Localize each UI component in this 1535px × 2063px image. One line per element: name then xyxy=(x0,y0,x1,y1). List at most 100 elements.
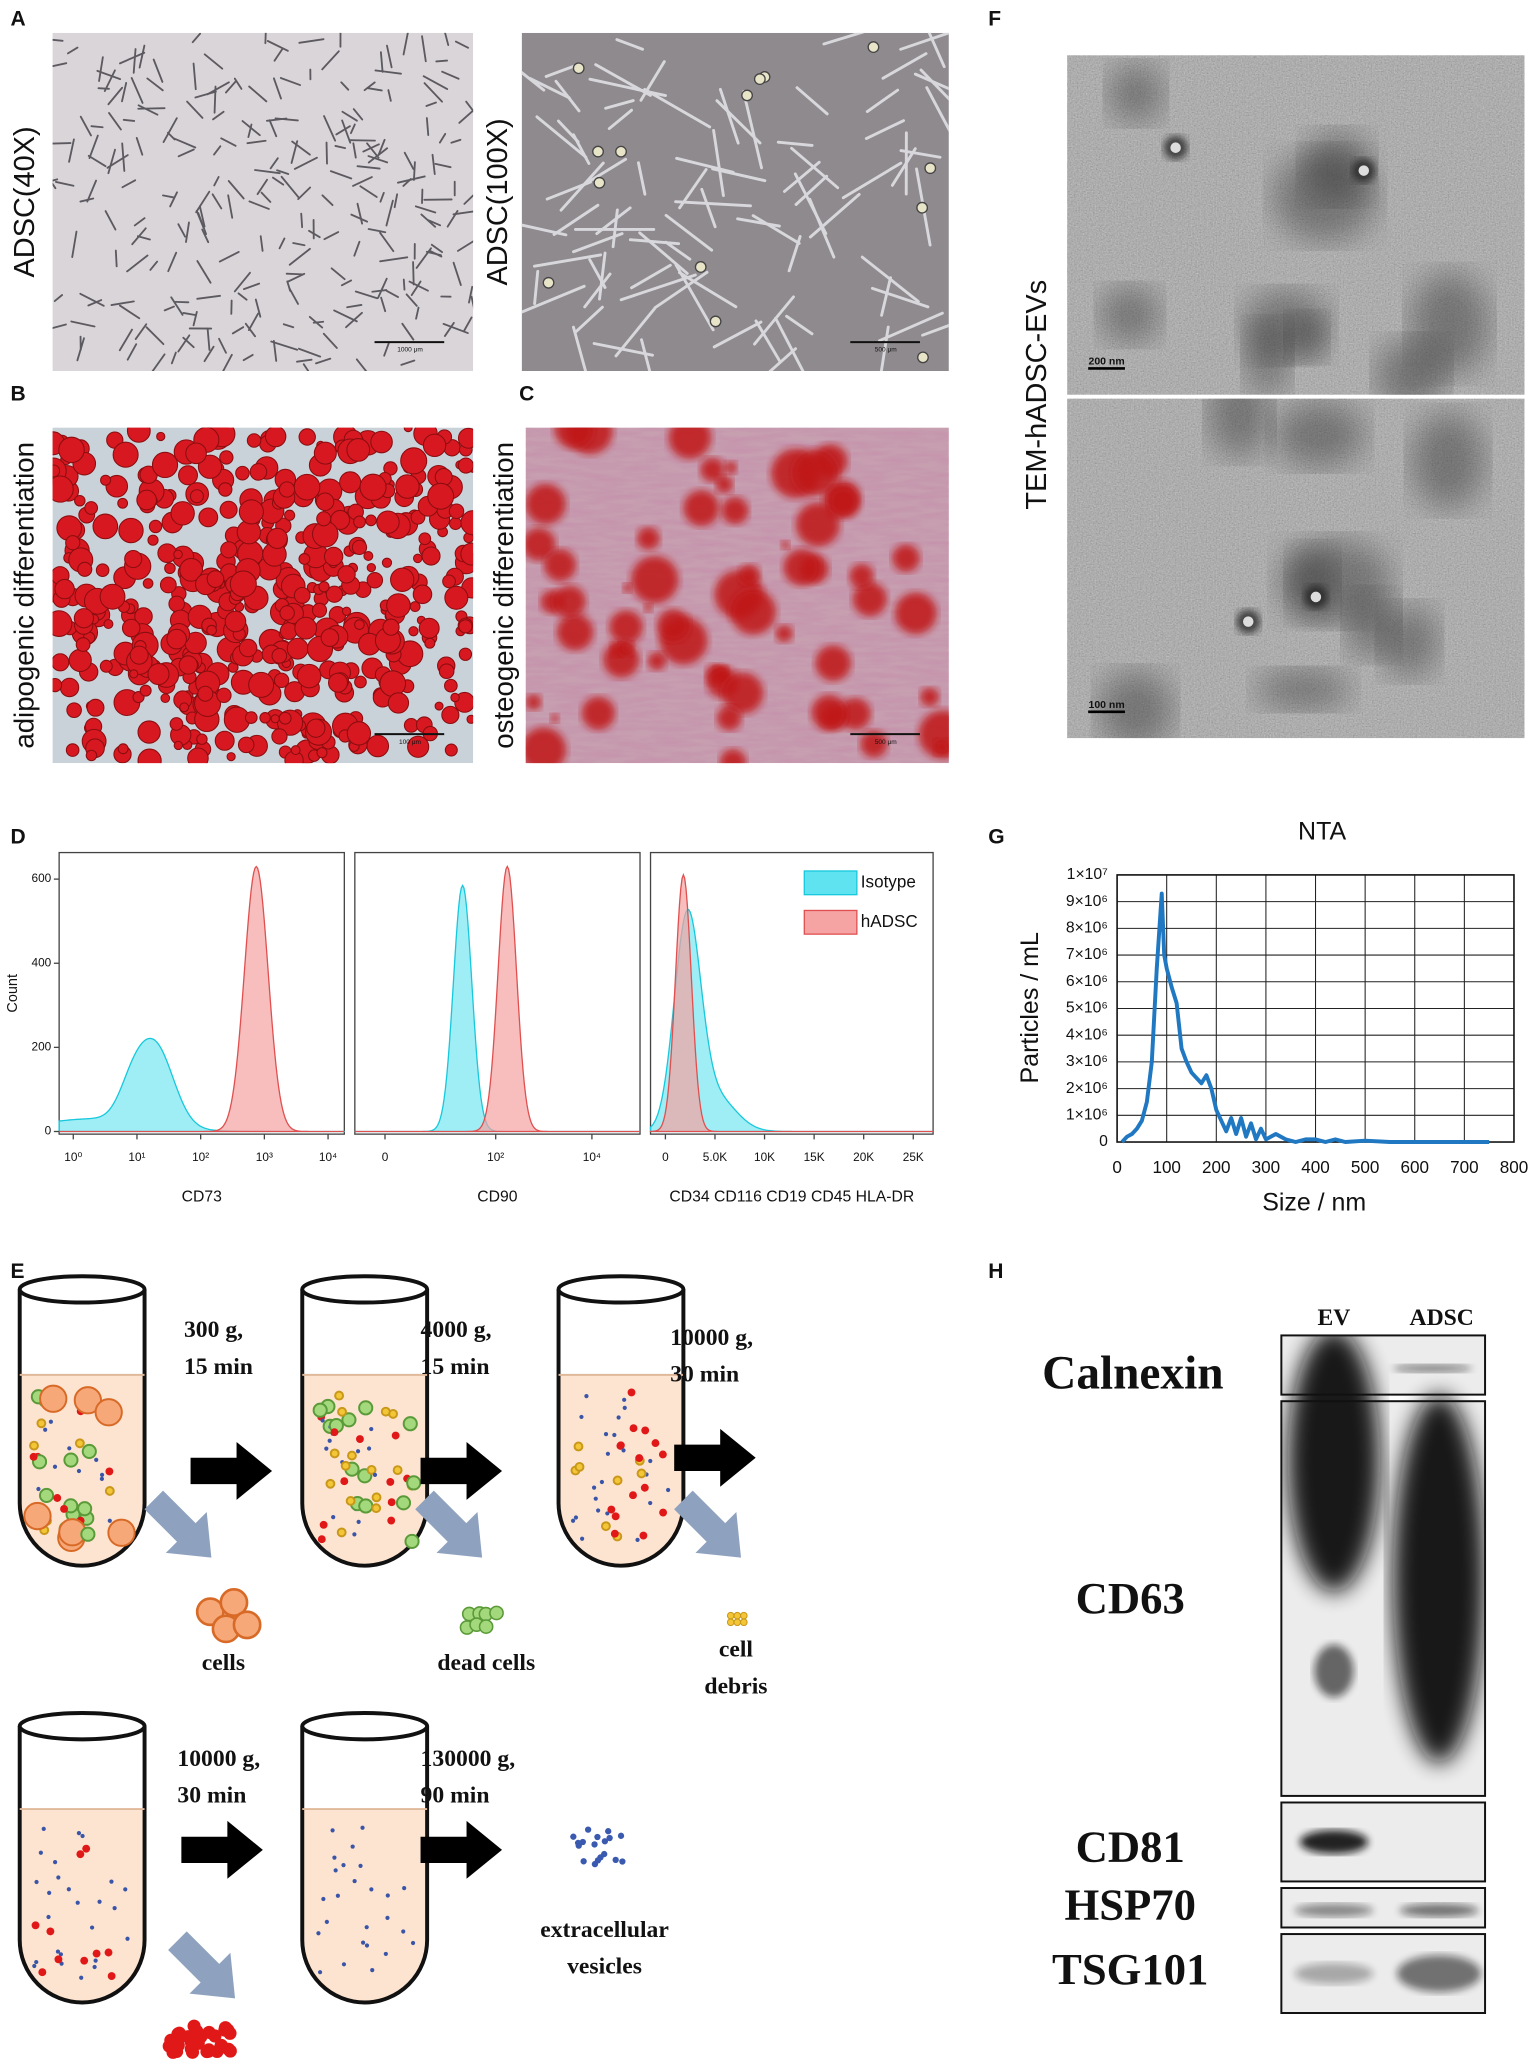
y-tick-label: 0 xyxy=(1099,1133,1108,1150)
cell xyxy=(118,328,133,352)
particle xyxy=(93,1958,98,1963)
cell xyxy=(300,212,304,229)
cell xyxy=(182,312,197,317)
lipid-droplet xyxy=(279,622,298,640)
particle xyxy=(80,1833,85,1839)
lipid-droplet xyxy=(271,647,288,664)
particle xyxy=(360,1825,365,1830)
blot xyxy=(1281,1335,1486,2014)
lipid-droplet xyxy=(219,500,238,519)
lipid-droplet xyxy=(341,606,352,616)
band xyxy=(1287,1335,1380,1592)
particle xyxy=(600,1521,611,1532)
flow-arrow xyxy=(420,1820,503,1879)
particle xyxy=(366,1464,377,1475)
cell xyxy=(248,200,270,210)
cell xyxy=(335,125,351,136)
blot-frame xyxy=(1280,1334,1487,1396)
ev-icon xyxy=(617,1832,625,1839)
lipid-droplet xyxy=(271,728,288,745)
cell xyxy=(350,123,356,135)
cell xyxy=(218,337,227,354)
calcium-nodule xyxy=(920,687,940,707)
cell xyxy=(438,132,447,144)
particle xyxy=(622,1405,627,1410)
cell xyxy=(334,145,347,150)
particle xyxy=(345,1496,356,1506)
particle xyxy=(29,1440,39,1451)
cell xyxy=(292,242,306,247)
cell xyxy=(197,212,207,236)
lipid-droplet xyxy=(238,638,258,658)
lipid-droplet xyxy=(226,752,236,762)
cell xyxy=(385,289,399,298)
lipid-droplet xyxy=(366,562,376,573)
cell xyxy=(468,285,474,304)
lipid-droplet xyxy=(54,578,75,600)
cell xyxy=(248,85,268,103)
x-tick-label: 10² xyxy=(487,1150,504,1164)
cell xyxy=(266,40,289,52)
cell xyxy=(367,155,389,164)
lipid-droplet xyxy=(418,617,440,639)
cell xyxy=(822,32,866,46)
lipid-droplet xyxy=(126,427,151,443)
cell xyxy=(213,176,220,187)
lipid-droplet xyxy=(293,473,321,501)
cell xyxy=(776,140,814,147)
flow-arrow xyxy=(420,1441,503,1500)
micrograph xyxy=(52,427,474,764)
particle xyxy=(76,1850,85,1859)
cell xyxy=(194,90,217,99)
lipid-droplet xyxy=(387,692,410,714)
cell xyxy=(341,110,358,122)
particle xyxy=(402,1886,407,1891)
cell xyxy=(454,40,470,49)
particle xyxy=(358,1863,363,1868)
debris-icon xyxy=(740,1618,748,1627)
cell xyxy=(136,235,151,241)
particle xyxy=(596,1508,601,1513)
cell xyxy=(403,151,415,170)
cell xyxy=(242,353,254,362)
product-label: extracellular xyxy=(540,1917,669,1943)
calcium-nodule xyxy=(525,694,542,711)
lipid-droplet xyxy=(248,671,275,698)
cell xyxy=(421,35,427,63)
cell xyxy=(574,305,604,334)
cell xyxy=(359,185,378,198)
particle xyxy=(410,1940,416,1946)
particle xyxy=(89,1925,95,1930)
cell xyxy=(457,240,474,252)
lipid-droplet xyxy=(244,711,258,724)
cell xyxy=(220,137,237,147)
stain-blob xyxy=(1273,401,1365,468)
stain-blob xyxy=(1208,398,1271,458)
cell xyxy=(108,112,122,131)
cell xyxy=(352,142,357,159)
ev-icon xyxy=(584,1826,592,1833)
cell xyxy=(879,325,890,372)
calcium-nodule xyxy=(609,610,643,644)
particle xyxy=(324,1446,329,1451)
cell xyxy=(279,77,302,86)
vesicle-core xyxy=(1358,165,1370,176)
lipid-droplet xyxy=(156,431,166,442)
particle xyxy=(325,1478,336,1489)
calcium-nodule xyxy=(811,694,848,731)
particle xyxy=(358,1498,374,1514)
debris-icon xyxy=(726,1611,735,1620)
particle xyxy=(48,1419,54,1424)
cell xyxy=(450,138,462,144)
x-axis-label: CD34 CD116 CD19 CD45 HLA-DR xyxy=(669,1188,914,1205)
cell xyxy=(218,251,240,263)
particle xyxy=(319,1520,328,1529)
cell xyxy=(88,134,99,160)
cell xyxy=(282,323,295,329)
particle xyxy=(77,1501,93,1517)
cell xyxy=(636,161,647,196)
cell xyxy=(795,86,829,116)
cell xyxy=(379,51,384,73)
protein-label: CD63 xyxy=(1076,1573,1185,1623)
particle xyxy=(605,1451,610,1456)
